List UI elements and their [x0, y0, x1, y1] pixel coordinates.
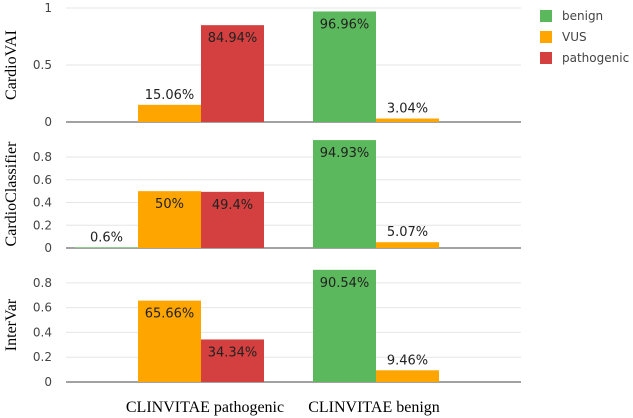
y-tick-label: 0.4 — [33, 325, 52, 339]
x-axis-categories: CLINVITAE pathogenic CLINVITAE benign — [126, 399, 440, 416]
bar-VUS — [138, 104, 201, 122]
legend-label: VUS — [562, 30, 587, 44]
y-axis-label: CardioClassifier — [3, 141, 20, 247]
x-category-label: CLINVITAE benign — [308, 399, 440, 416]
bar-VUS — [376, 370, 439, 382]
data-label: 84.94% — [208, 31, 258, 46]
data-label: 15.06% — [145, 88, 195, 103]
data-label: 50% — [155, 197, 184, 212]
bar-pathogenic — [201, 191, 264, 248]
y-tick-label: 0 — [44, 241, 52, 255]
bar-benign — [313, 140, 376, 248]
data-label: 34.34% — [208, 345, 258, 360]
bar-VUS — [138, 191, 201, 248]
legend-swatch-VUS — [540, 31, 552, 43]
chart-panels: 0 0.5 1 CardioVAI 15.06% 84.94% 96.96% 3.04% 0 0.… — [3, 1, 521, 389]
panel-2: 0 0.2 0.4 0.6 0.8 InterVar 65.66% 34.34% 90.54% 9… — [3, 269, 521, 389]
data-label: 65.66% — [145, 307, 195, 322]
y-tick-label: 0 — [44, 375, 52, 389]
data-label: 9.46% — [387, 353, 428, 368]
y-tick-label: 0.4 — [33, 196, 52, 210]
y-tick-label: 0.2 — [33, 218, 52, 232]
data-label: 90.54% — [320, 276, 370, 291]
y-axis-label: CardioVAI — [3, 30, 20, 100]
bar-pathogenic — [201, 339, 264, 382]
y-tick-label: 0.8 — [33, 150, 52, 164]
bar-VUS — [376, 242, 439, 248]
bar-pathogenic — [201, 25, 264, 123]
y-tick-label: 0.5 — [33, 58, 52, 72]
y-tick-label: 0.6 — [33, 301, 52, 315]
legend-swatch-benign — [540, 10, 552, 22]
y-tick-label: 0.2 — [33, 350, 52, 364]
y-tick-label: 1 — [44, 1, 52, 15]
data-label: 94.93% — [320, 146, 370, 161]
legend-swatch-pathogenic — [540, 52, 552, 64]
legend: benign VUS pathogenic — [540, 9, 629, 65]
y-tick-label: 0.6 — [33, 173, 52, 187]
panel-1: 0 0.2 0.4 0.6 0.8 CardioClassifier 0.6% 50% 49.4… — [3, 140, 521, 255]
y-tick-label: 0 — [44, 115, 52, 129]
data-label: 96.96% — [320, 17, 370, 32]
y-axis-label: InterVar — [3, 298, 20, 351]
x-category-label: CLINVITAE pathogenic — [126, 399, 284, 416]
bar-VUS — [376, 118, 439, 122]
data-label: 3.04% — [387, 102, 428, 117]
legend-label: pathogenic — [562, 51, 629, 65]
bar-benign — [313, 269, 376, 382]
y-tick-label: 0.8 — [33, 276, 52, 290]
panel-0: 0 0.5 1 CardioVAI 15.06% 84.94% 96.96% 3.04% — [3, 1, 521, 129]
bar-VUS — [138, 300, 201, 382]
data-label: 0.6% — [90, 230, 123, 245]
data-label: 5.07% — [387, 225, 428, 240]
data-label: 49.4% — [212, 198, 253, 213]
bar-benign — [313, 11, 376, 123]
legend-label: benign — [562, 9, 603, 23]
bar-benign — [75, 247, 138, 248]
